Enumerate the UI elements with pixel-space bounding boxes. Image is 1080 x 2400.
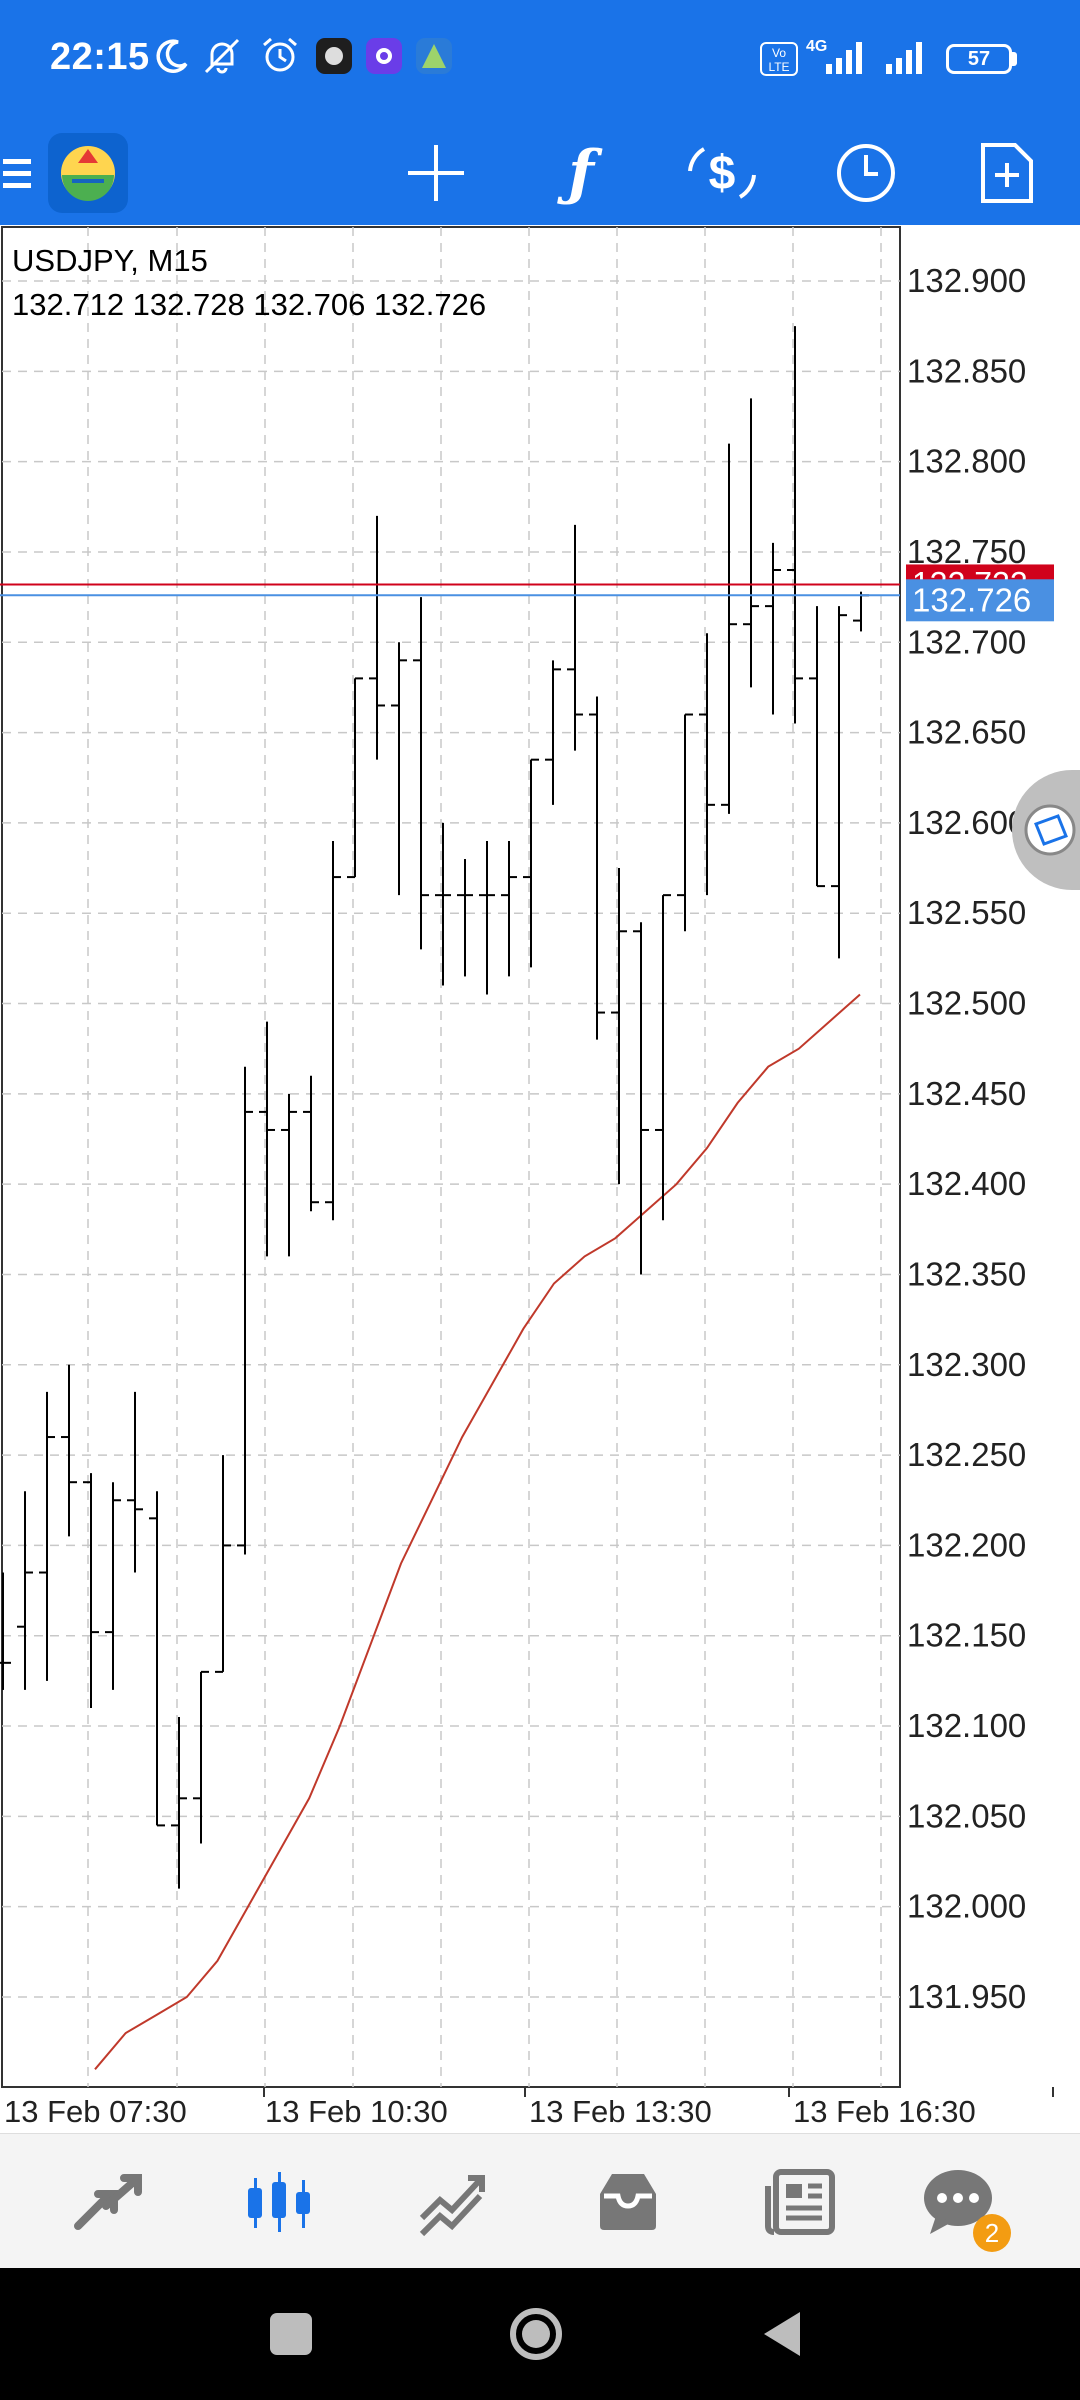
moving-average-line <box>94 993 861 2070</box>
app-logo-icon[interactable] <box>46 120 130 225</box>
trade-icon[interactable] <box>392 2134 512 2269</box>
battery-level: 57 <box>967 47 991 70</box>
history-icon[interactable] <box>568 2134 688 2269</box>
x-tick-label: 13 Feb 07:30 <box>4 2094 187 2129</box>
battery-icon: 57 <box>946 44 1012 74</box>
indicators-icon[interactable]: ƒ <box>568 137 594 208</box>
system-nav <box>0 2268 1080 2400</box>
y-tick-label: 132.300 <box>907 1346 1026 1383</box>
signal-icon-1 <box>818 34 874 78</box>
chart-icon[interactable] <box>220 2134 340 2269</box>
status-bar: 22:15 Vo LTE 4G 57 <box>0 0 1080 120</box>
y-tick-label: 132.650 <box>907 714 1026 751</box>
y-tick-label: 132.800 <box>907 443 1026 480</box>
back-icon[interactable] <box>758 2308 806 2360</box>
svg-text:$: $ <box>709 147 736 200</box>
plot-frame <box>1 226 901 2088</box>
templates-icon[interactable] <box>970 120 1042 225</box>
crosshair-icon[interactable] <box>400 120 472 225</box>
bottom-nav: 2 <box>0 2133 1080 2269</box>
toolbar: ƒ $ <box>0 120 1080 225</box>
messages-icon[interactable] <box>900 2134 1020 2269</box>
y-tick-label: 132.050 <box>907 1797 1026 1834</box>
app-icon-2 <box>362 34 406 78</box>
price-chart[interactable]: 132.900 132.850 132.800 132.750 132.700 132.6… <box>0 225 1080 2133</box>
news-icon[interactable] <box>742 2134 862 2269</box>
recents-icon[interactable] <box>270 2313 312 2355</box>
symbol-label: USDJPY, M15 <box>12 243 208 278</box>
messages-badge: 2 <box>973 2214 1011 2252</box>
bid-price-tag <box>906 579 1054 622</box>
y-tick-label: 132.700 <box>907 623 1026 660</box>
y-tick-label: 132.400 <box>907 1165 1026 1202</box>
app-icon-3 <box>412 34 456 78</box>
clock: 22:15 <box>50 36 150 78</box>
bid-price-label: 132.726 <box>912 581 1031 618</box>
x-tick-label: 13 Feb 16:30 <box>793 2094 976 2129</box>
y-tick-label: 132.450 <box>907 1075 1026 1112</box>
alarm-icon <box>258 34 302 78</box>
y-tick-label: 132.850 <box>907 352 1026 389</box>
y-tick-label: 132.150 <box>907 1617 1026 1654</box>
symbol-change-icon[interactable]: $ <box>680 120 764 225</box>
chart-area[interactable]: 132.900 132.850 132.800 132.750 132.700 132.6… <box>0 225 1080 2133</box>
y-tick-label: 132.200 <box>907 1526 1026 1563</box>
menu-icon[interactable] <box>0 120 36 225</box>
volte-icon: Vo LTE <box>760 42 798 76</box>
x-tick-label: 13 Feb 10:30 <box>265 2094 448 2129</box>
y-tick-label: 132.350 <box>907 1255 1026 1292</box>
app-icon-1 <box>312 34 356 78</box>
x-tick-label: 13 Feb 13:30 <box>529 2094 712 2129</box>
timeframe-icon[interactable] <box>830 120 902 225</box>
y-tick-label: 132.900 <box>907 262 1026 299</box>
notifications-off-icon <box>200 34 244 78</box>
y-tick-label: 132.600 <box>907 804 1026 841</box>
home-icon[interactable] <box>508 2306 564 2362</box>
y-tick-label: 132.550 <box>907 894 1026 931</box>
y-tick-label: 132.750 <box>907 533 1026 570</box>
quotes-icon[interactable] <box>48 2134 168 2269</box>
network-type: 4G <box>806 38 828 55</box>
ohlc-label: 132.712 132.728 132.706 132.726 <box>12 287 487 322</box>
moon-icon <box>150 34 194 78</box>
y-tick-label: 132.000 <box>907 1888 1026 1925</box>
battery-tip <box>1012 52 1017 66</box>
y-tick-label: 132.100 <box>907 1707 1026 1744</box>
signal-icon-2 <box>882 34 938 78</box>
panel-handle-icon <box>1024 804 1076 856</box>
y-tick-label: 132.250 <box>907 1436 1026 1473</box>
y-tick-label: 131.950 <box>907 1978 1026 2015</box>
y-tick-label: 132.500 <box>907 985 1026 1022</box>
